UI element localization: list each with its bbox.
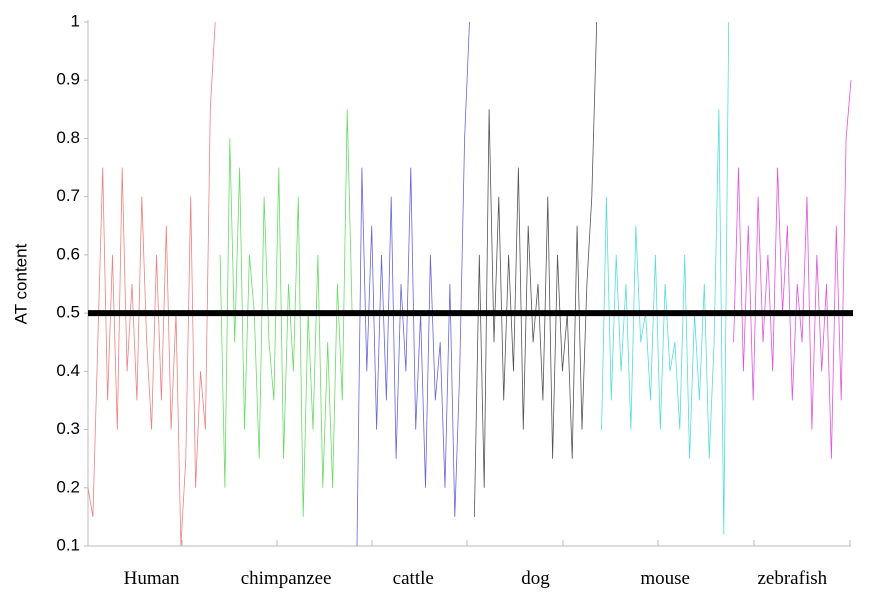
group-label: mouse: [640, 568, 690, 589]
y-axis-label: AT content: [11, 243, 30, 324]
y-tick-label: 0.9: [56, 70, 80, 89]
group-label: dog: [521, 568, 550, 589]
group-label: cattle: [393, 568, 434, 589]
series-line: [219, 109, 353, 517]
group-label: chimpanzee: [241, 568, 332, 589]
group-label: Human: [124, 568, 180, 589]
y-tick-label: 0.8: [56, 128, 80, 147]
y-tick-label: 0.7: [56, 186, 80, 205]
group-label: zebrafish: [757, 568, 827, 589]
y-tick-label: 0.1: [56, 535, 80, 554]
y-tick-label: 0.5: [56, 303, 80, 322]
series-line: [87, 21, 216, 547]
y-tick-label: 0.6: [56, 244, 80, 263]
y-tick-label: 0.3: [56, 419, 80, 438]
y-tick-label: 0.2: [56, 477, 80, 496]
series-line: [601, 21, 730, 535]
y-tick-label: 1: [71, 11, 80, 30]
x-ticks: [181, 540, 851, 546]
y-tick-label: 0.4: [56, 361, 80, 380]
series-line: [733, 80, 852, 459]
series-line: [474, 21, 598, 517]
series-line: [356, 21, 470, 547]
